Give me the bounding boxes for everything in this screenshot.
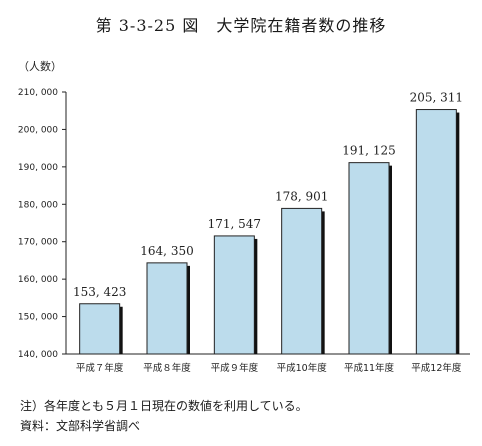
x-category-label: 平成８年度 (143, 362, 191, 374)
bar (348, 162, 390, 355)
bar-value-label: 171, 547 (208, 217, 261, 231)
y-axis-label: （人数） (18, 60, 62, 73)
y-tick-label: 150, 000 (18, 313, 58, 323)
bar-value-label: 205, 311 (410, 91, 463, 105)
y-tick-label: 180, 000 (18, 200, 58, 210)
x-category-label: 平成９年度 (211, 362, 259, 374)
y-axis: （人数） 140, 000 150, 000 160, 000 170, 000 180,… (18, 60, 470, 360)
x-category-label: 平成12年度 (411, 362, 462, 374)
x-axis-categories: 平成７年度 平成８年度 平成９年度 平成10年度 平成11年度 平成12年度 (76, 362, 462, 374)
bar (79, 303, 121, 355)
y-tick-label: 200, 000 (18, 125, 58, 135)
y-tick-label: 170, 000 (18, 238, 58, 248)
x-category-label: 平成10年度 (277, 362, 328, 374)
footnote-note: 注）各年度とも５月１日現在の数値を利用している。 (20, 399, 308, 413)
data-labels: 153, 423 164, 350 171, 547 178, 901 191, 125… (73, 91, 463, 299)
bar-chart: （人数） 140, 000 150, 000 160, 000 170, 000 180,… (18, 60, 470, 374)
bar-value-label: 153, 423 (73, 285, 126, 299)
footnote-source: 資料：文部科学省調べ (20, 419, 141, 433)
y-tick-label: 160, 000 (18, 275, 58, 285)
bar (146, 262, 188, 355)
x-category-label: 平成７年度 (76, 362, 124, 374)
y-tick-label: 190, 000 (18, 163, 58, 173)
bar (281, 207, 323, 355)
bar-value-label: 164, 350 (140, 244, 193, 258)
y-tick-label: 210, 000 (18, 88, 58, 98)
footnotes: 注）各年度とも５月１日現在の数値を利用している。 資料：文部科学省調べ (20, 396, 308, 436)
bar (415, 109, 457, 355)
chart-title: 第 3-3-25 図 大学院在籍者数の推移 (95, 16, 387, 35)
y-tick-label: 140, 000 (18, 350, 58, 360)
bars (79, 109, 460, 355)
bar-value-label: 191, 125 (342, 144, 395, 158)
bar-value-label: 178, 901 (275, 189, 328, 203)
x-category-label: 平成11年度 (344, 362, 395, 374)
bar (213, 235, 255, 355)
